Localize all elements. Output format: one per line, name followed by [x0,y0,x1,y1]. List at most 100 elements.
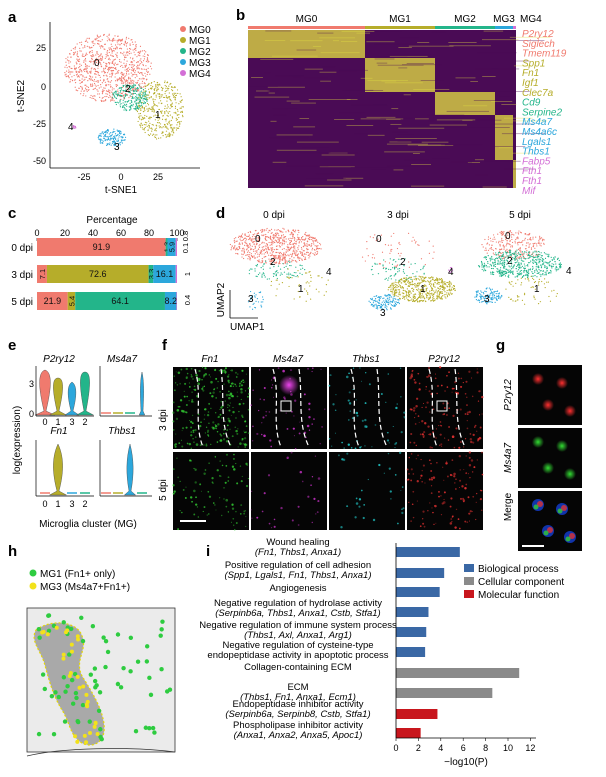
tsne-point [104,100,105,101]
umap-point [510,299,511,300]
umap-point [253,234,254,235]
umap-point [512,272,513,273]
tsne-point [109,92,110,93]
signal-speck [191,374,192,375]
umap-point [441,293,442,294]
signal-speck [192,422,194,424]
tsne-point [107,53,108,54]
umap-point [302,254,303,255]
umap-point [449,294,450,295]
umap-point [289,250,290,251]
tsne-point [161,87,162,88]
umap-point [521,270,522,271]
tsne-point [146,69,147,70]
umap-point [526,270,527,271]
tsne-point [168,88,169,89]
umap-point [233,247,234,248]
umap-point [288,247,289,248]
umap-point [522,300,523,301]
umap-point [262,247,263,248]
tsne-point [135,100,136,101]
signal-speck [233,386,234,387]
tsne-point [143,103,144,104]
tsne-point [134,52,135,53]
tsne-point [94,99,95,100]
umap-point [518,296,519,297]
tsne-point [176,129,177,130]
signal-speck [293,428,295,430]
tsne-point [85,41,86,42]
umap-point [293,247,294,248]
heat-col-bar [513,26,516,29]
umap-point [239,238,240,239]
tsne-point [139,73,140,74]
umap-point [279,284,280,285]
umap-point [407,282,408,283]
heat-stripe [395,138,436,139]
umap-point [276,275,277,276]
umap-point [374,257,375,258]
umap-point [393,282,394,283]
umap-point [250,237,251,238]
umap-point [517,255,518,256]
umap-point [525,275,526,276]
tsne-point [160,137,161,138]
heat-stripe [387,144,428,145]
tsne-point [79,76,80,77]
umap-point [508,269,509,270]
umap-point [307,249,308,250]
umap-point [516,266,517,267]
umap-point [408,280,409,281]
tsne-point [128,97,129,98]
umap-point [443,286,444,287]
umap-point [267,278,268,279]
tsne-point [93,45,94,46]
umap-point [420,297,421,298]
umap-point [530,256,531,257]
tsne-point [109,62,110,63]
tsne-point [139,53,140,54]
tsne-point [135,90,136,91]
umap-point [520,247,521,248]
tsne-point [131,69,132,70]
umap-point [538,303,539,304]
umap-point [319,243,320,244]
umap-point [273,234,274,235]
tsne-point [92,96,93,97]
tsne-point [116,104,117,105]
umap-point [408,261,409,262]
signal-speck [240,382,241,383]
tsne-point [111,48,112,49]
umap-point [279,238,280,239]
umap-label-3: 3 [380,308,386,319]
umap-point [509,283,510,284]
umap-point [393,298,394,299]
tsne-point [130,103,131,104]
umap-point [451,290,452,291]
tsne-point [87,65,88,66]
umap-point [245,242,246,243]
bar-chart-title: Percentage [86,215,138,226]
tsne-point [116,55,117,56]
tsne-point [110,82,111,83]
tsne-point [158,84,159,85]
panel-letter-i: i [206,543,210,560]
tsne-point [168,122,169,123]
tsne-point [149,118,150,119]
tsne-point [130,57,131,58]
umap-point [542,258,543,259]
umap-point [546,266,547,267]
signal-speck [190,421,192,423]
tsne-point [102,46,103,47]
tsne-xtick: 25 [153,172,163,182]
umap-point [282,249,283,250]
signal-speck [210,376,211,377]
tsne-point [95,71,96,72]
umap-point [538,262,539,263]
tsne-point [143,89,144,90]
signal-speck [207,430,209,432]
umap-point [432,298,433,299]
tsne-point [158,138,159,139]
umap-point [483,265,484,266]
tsne-point [144,108,145,109]
